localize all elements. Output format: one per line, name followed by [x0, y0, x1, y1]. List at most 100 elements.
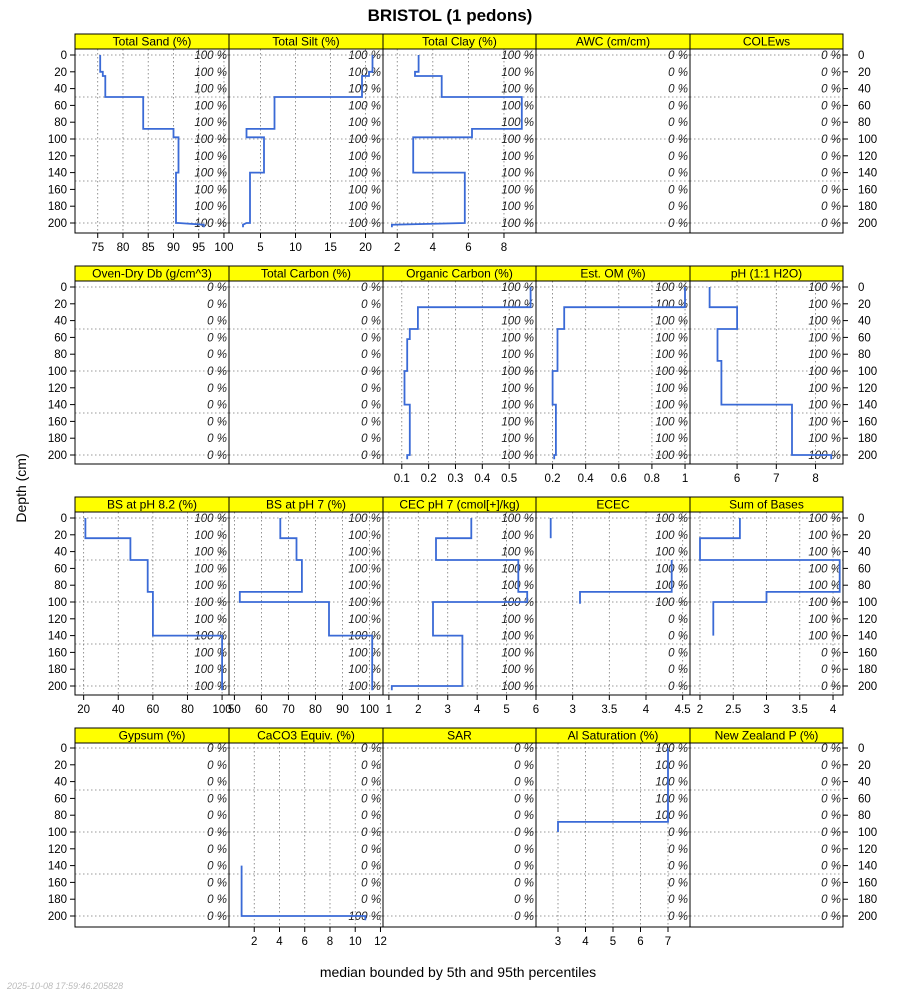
x-tick-label: 0.1	[394, 473, 410, 485]
x-tick-label: 80	[309, 704, 322, 716]
x-tick-label: 4.5	[675, 704, 691, 716]
x-tick-label: 40	[112, 704, 125, 716]
median-line	[403, 287, 532, 460]
y-tick-label-left: 180	[48, 664, 67, 676]
pct-label: 0 %	[668, 184, 688, 196]
panel-12: BS at pH 7 (%)100 %100 %100 %100 %100 %1…	[228, 496, 384, 716]
pct-label: 0 %	[361, 894, 381, 906]
y-tick-label-left: 20	[54, 760, 67, 772]
y-tick-label-left: 160	[48, 416, 67, 428]
y-tick-label-right: 0	[858, 743, 864, 755]
y-tick-label-right: 160	[858, 647, 877, 659]
y-tick-label-right: 60	[858, 100, 871, 112]
x-tick-label: 6	[734, 473, 740, 485]
y-tick-label-right: 200	[858, 911, 877, 923]
pct-label: 100 %	[501, 631, 534, 643]
y-tick-label-right: 20	[858, 530, 871, 542]
y-tick-label-left: 60	[54, 563, 67, 575]
pct-label: 100 %	[655, 597, 688, 609]
median-line	[551, 287, 686, 460]
y-tick-label-right: 20	[858, 299, 871, 311]
y-tick-label-right: 40	[858, 547, 871, 559]
y-tick-label-left: 120	[48, 383, 67, 395]
y-tick-label-right: 20	[858, 67, 871, 79]
pct-label: 0 %	[207, 299, 227, 311]
x-tick-label: 12	[374, 936, 387, 948]
pct-label: 100 %	[501, 151, 534, 163]
pct-label: 100 %	[501, 681, 534, 693]
pct-label: 100 %	[348, 134, 381, 146]
panel-strip-label: Al Saturation (%)	[568, 729, 659, 743]
pct-label: 0 %	[821, 134, 841, 146]
pct-label: 100 %	[501, 647, 534, 659]
pct-label: 0 %	[207, 400, 227, 412]
y-tick-label-left: 100	[48, 597, 67, 609]
pct-label: 100 %	[194, 614, 227, 626]
pct-label: 0 %	[207, 894, 227, 906]
x-tick-label: 6	[637, 936, 643, 948]
pct-label: 100 %	[655, 366, 688, 378]
pct-label: 100 %	[348, 614, 381, 626]
y-tick-label-left: 0	[61, 282, 67, 294]
x-tick-label: 7	[773, 473, 779, 485]
pct-label: 100 %	[501, 530, 534, 542]
pct-label: 100 %	[808, 631, 841, 643]
pct-label: 100 %	[501, 218, 534, 230]
y-tick-label-right: 80	[858, 810, 871, 822]
panel-6: Oven-Dry Db (g/cm^3)0 %0 %0 %0 %0 %0 %0 …	[74, 265, 230, 465]
pct-label: 0 %	[668, 894, 688, 906]
y-tick-label-right: 140	[858, 631, 877, 643]
pct-label: 100 %	[501, 332, 534, 344]
x-tick-label: 0.8	[644, 473, 660, 485]
pct-label: 100 %	[808, 316, 841, 328]
y-tick-label-right: 200	[858, 218, 877, 230]
pct-label: 100 %	[194, 631, 227, 643]
pct-label: 100 %	[501, 433, 534, 445]
x-tick-label: 85	[142, 242, 155, 254]
pct-label: 100 %	[194, 184, 227, 196]
timestamp-label: 2025-10-08 17:59:46.205828	[6, 981, 123, 991]
pct-label: 0 %	[361, 416, 381, 428]
pct-label: 0 %	[821, 100, 841, 112]
pct-label: 100 %	[501, 84, 534, 96]
pct-label: 0 %	[361, 450, 381, 462]
pct-label: 100 %	[348, 117, 381, 129]
pct-label: 0 %	[514, 877, 534, 889]
pct-label: 100 %	[808, 349, 841, 361]
x-tick-label: 6	[533, 704, 539, 716]
panel-strip-label: ECEC	[596, 498, 630, 512]
y-tick-label-left: 0	[61, 513, 67, 525]
pct-label: 100 %	[808, 366, 841, 378]
pct-label: 0 %	[361, 760, 381, 772]
x-tick-label: 3	[555, 936, 561, 948]
pct-label: 0 %	[821, 84, 841, 96]
y-tick-label-right: 180	[858, 433, 877, 445]
x-axis-label: median bounded by 5th and 95th percentil…	[320, 964, 596, 980]
y-tick-label-left: 200	[48, 218, 67, 230]
panel-border	[535, 48, 691, 234]
pct-label: 100 %	[194, 151, 227, 163]
y-tick-label-left: 80	[54, 349, 67, 361]
pct-label: 100 %	[655, 400, 688, 412]
pct-label: 100 %	[194, 513, 227, 525]
x-tick-label: 60	[146, 704, 159, 716]
x-tick-label: 5	[503, 704, 509, 716]
pct-label: 0 %	[668, 67, 688, 79]
pct-label: 100 %	[348, 201, 381, 213]
pct-label: 100 %	[655, 433, 688, 445]
y-tick-label-left: 120	[48, 614, 67, 626]
pct-label: 0 %	[514, 827, 534, 839]
pct-label: 0 %	[361, 282, 381, 294]
x-tick-label: 10	[349, 936, 362, 948]
pct-label: 0 %	[668, 877, 688, 889]
pct-label: 0 %	[361, 349, 381, 361]
x-tick-label: 8	[327, 936, 333, 948]
pct-label: 0 %	[668, 614, 688, 626]
chart-title: BRISTOL (1 pedons)	[368, 6, 533, 25]
panel-border	[689, 280, 844, 465]
x-tick-label: 0.4	[578, 473, 595, 485]
panel-strip-label: Total Silt (%)	[272, 35, 339, 49]
pct-label: 0 %	[207, 793, 227, 805]
pct-label: 100 %	[501, 134, 534, 146]
